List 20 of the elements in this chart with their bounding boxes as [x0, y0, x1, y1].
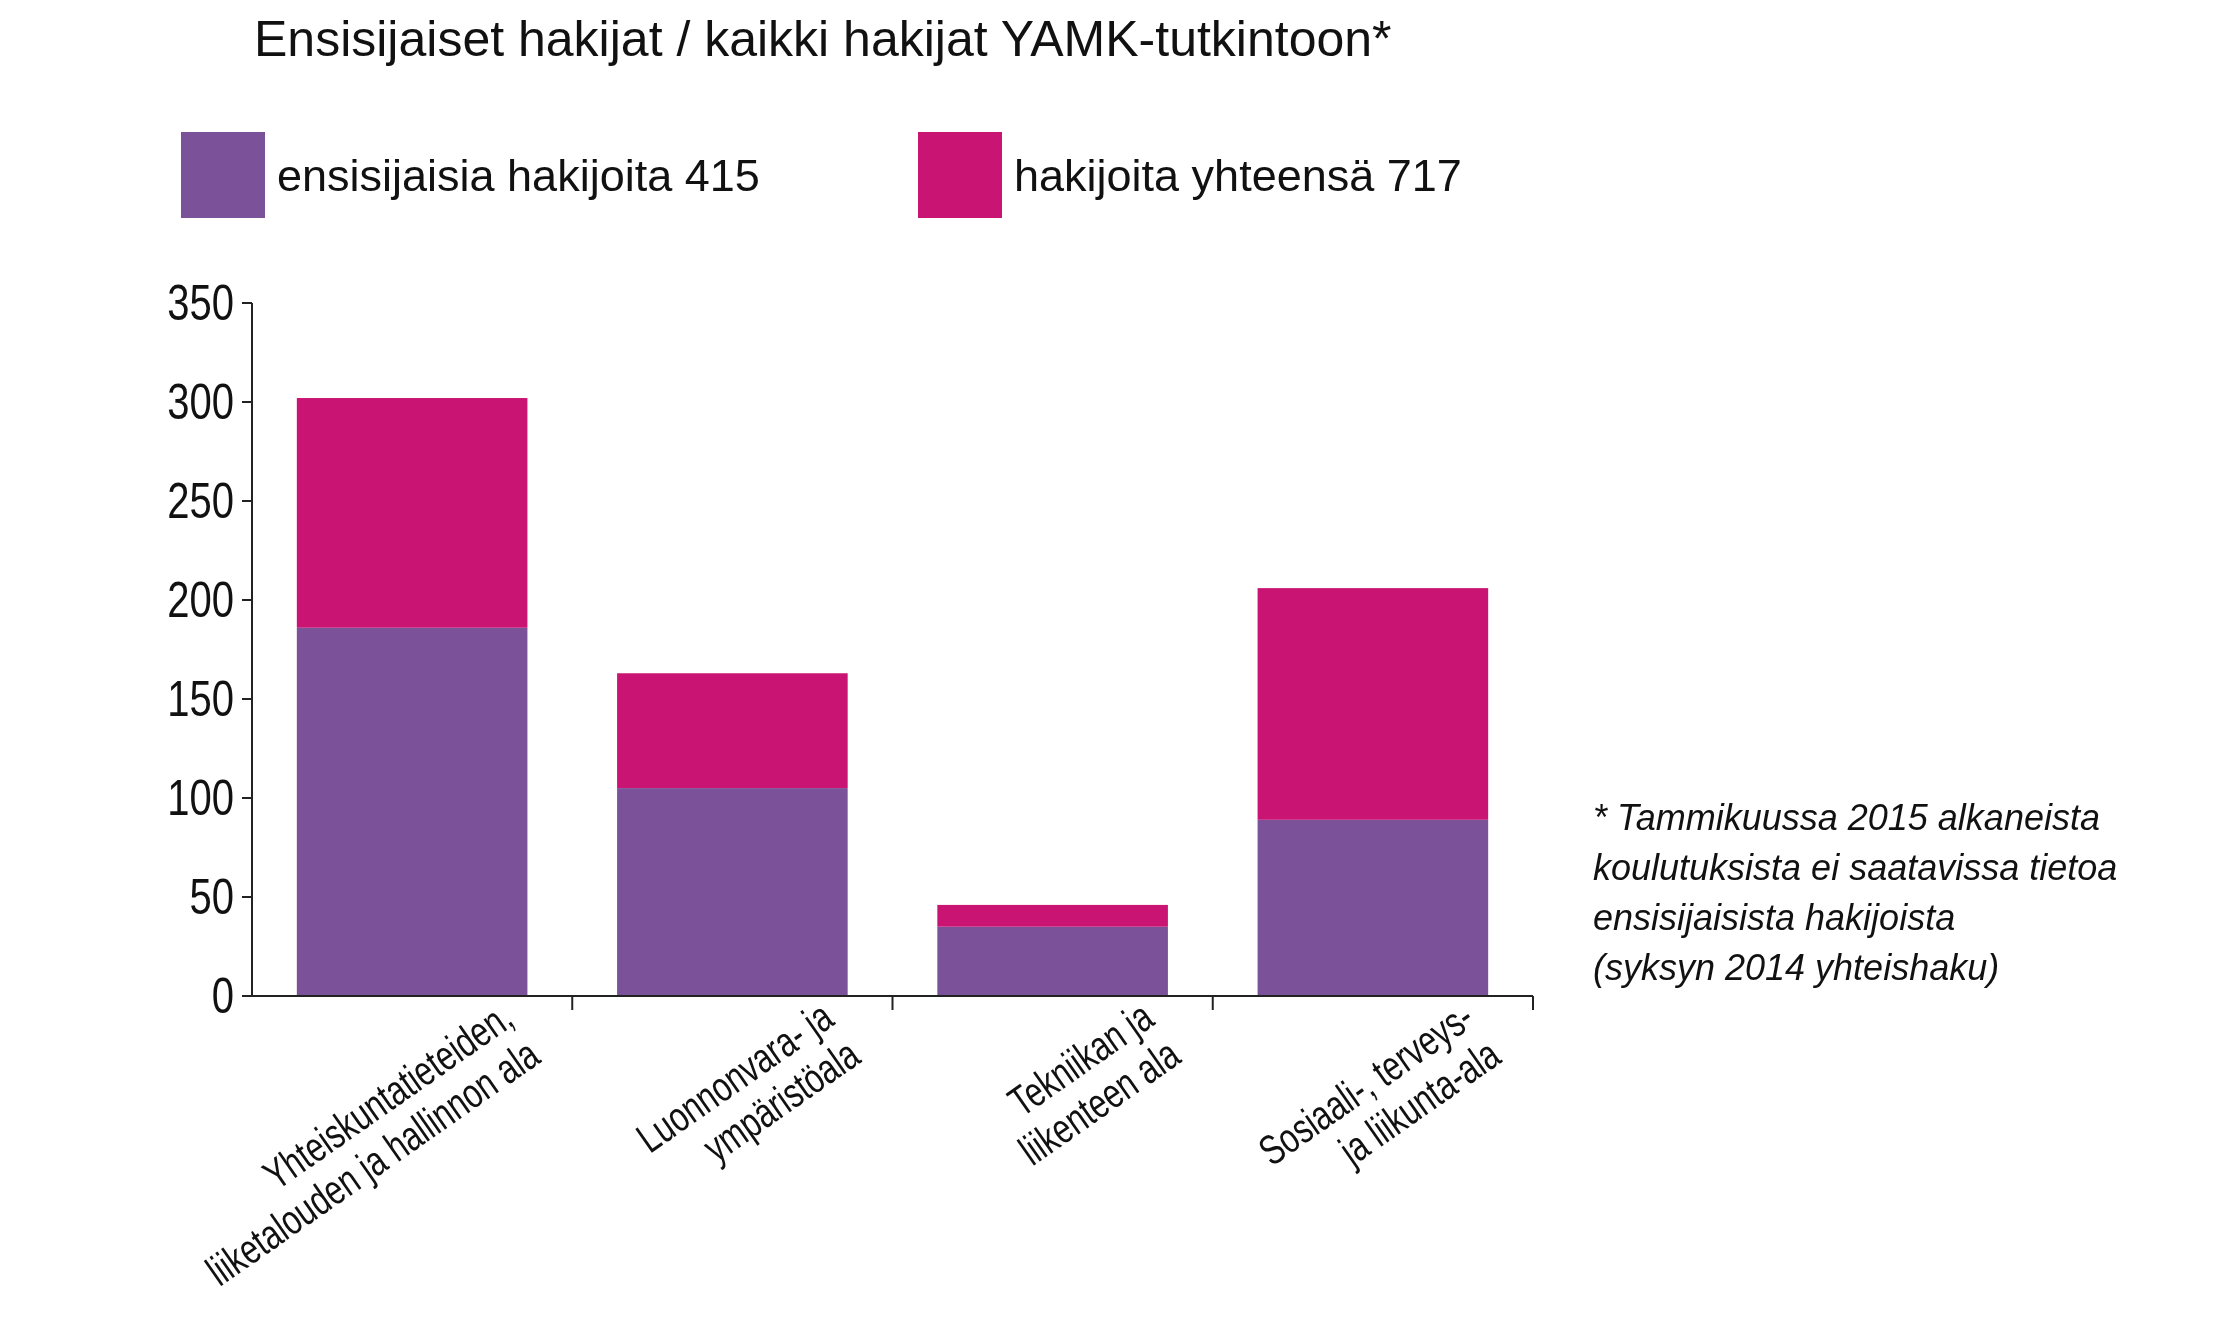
legend-label: hakijoita yhteensä 717	[1014, 149, 1462, 201]
bar	[296, 398, 528, 628]
y-tick-label: 100	[167, 770, 234, 827]
bar	[296, 627, 528, 996]
y-tick-label: 250	[167, 473, 234, 530]
bar	[617, 788, 848, 996]
y-tick-label: 150	[167, 671, 234, 728]
bar	[1257, 819, 1489, 996]
y-tick-label: 350	[167, 275, 234, 332]
bar	[617, 673, 848, 789]
legend-label: ensisijaisia hakijoita 415	[277, 149, 760, 201]
y-tick-label: 200	[167, 572, 234, 629]
chart-title: Ensisijaiset hakijat / kaikki hakijat YAMK-tutkintoon*	[254, 11, 1392, 67]
y-tick-label: 300	[167, 374, 234, 431]
bar	[937, 926, 1168, 996]
bar	[937, 904, 1168, 927]
bar	[1257, 588, 1489, 820]
text: * Tammikuussa 2015 alkaneista koulutuksista ei saatavissa tietoa ensisijaisista hakijoista (syksyn 2014 yhteishaku)	[1593, 797, 2118, 988]
y-tick-label: 50	[189, 869, 234, 926]
y-tick-label: 0	[211, 968, 234, 1025]
